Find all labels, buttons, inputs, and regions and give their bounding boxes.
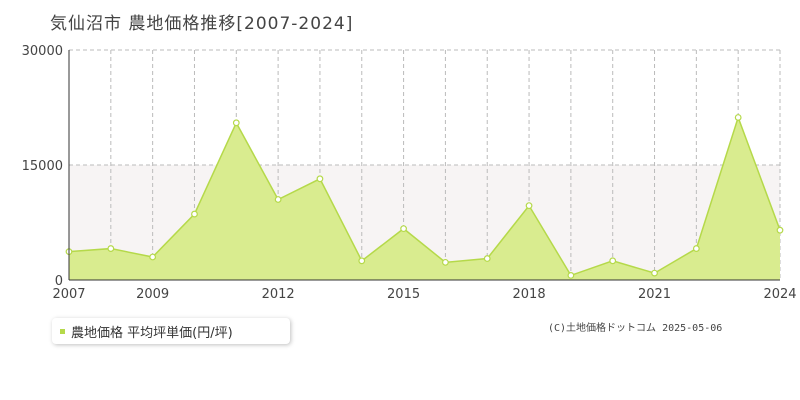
x-tick-label: 2015 xyxy=(387,287,420,302)
data-point xyxy=(400,225,407,233)
data-point xyxy=(776,226,784,234)
data-point xyxy=(442,258,449,266)
data-point xyxy=(734,114,742,121)
legend: 農地価格 平均坪単価(円/坪) xyxy=(52,318,290,344)
copyright-text: (C)土地価格ドットコム 2025-05-06 xyxy=(548,323,723,334)
x-tick-label: 2021 xyxy=(638,287,671,302)
data-point xyxy=(609,257,617,265)
x-tick-label: 2018 xyxy=(513,287,546,302)
x-tick-label: 2024 xyxy=(763,287,796,302)
x-tick-label: 2007 xyxy=(52,287,85,302)
data-point xyxy=(191,210,198,218)
data-point xyxy=(483,255,491,262)
y-tick-label: 30000 xyxy=(22,44,63,59)
y-tick-label: 15000 xyxy=(22,159,63,174)
data-point xyxy=(107,245,115,252)
data-point xyxy=(316,175,324,183)
data-point xyxy=(149,253,157,261)
data-point xyxy=(232,119,240,127)
x-tick-label: 2009 xyxy=(136,287,169,302)
x-tick-labels: 2007 2009 2012 2015 2018 2021 2024 xyxy=(52,287,796,302)
data-point xyxy=(651,269,658,277)
data-point xyxy=(358,257,366,265)
data-point xyxy=(692,245,700,252)
legend-label: 農地価格 平均坪単価(円/坪) xyxy=(71,325,233,341)
x-tick-label: 2012 xyxy=(262,287,295,302)
data-point xyxy=(274,196,282,203)
legend-swatch xyxy=(60,328,65,334)
y-tick-label: 0 xyxy=(55,274,63,289)
data-point xyxy=(525,202,533,210)
data-points xyxy=(65,114,784,279)
series-line xyxy=(68,115,781,277)
series-area xyxy=(69,117,780,280)
chart-title: 気仙沼市 農地価格推移[2007-2024] xyxy=(50,14,354,34)
axes xyxy=(68,50,780,281)
y-tick-labels: 0 15000 30000 xyxy=(22,44,63,289)
data-area xyxy=(68,115,781,280)
data-point xyxy=(567,272,575,279)
